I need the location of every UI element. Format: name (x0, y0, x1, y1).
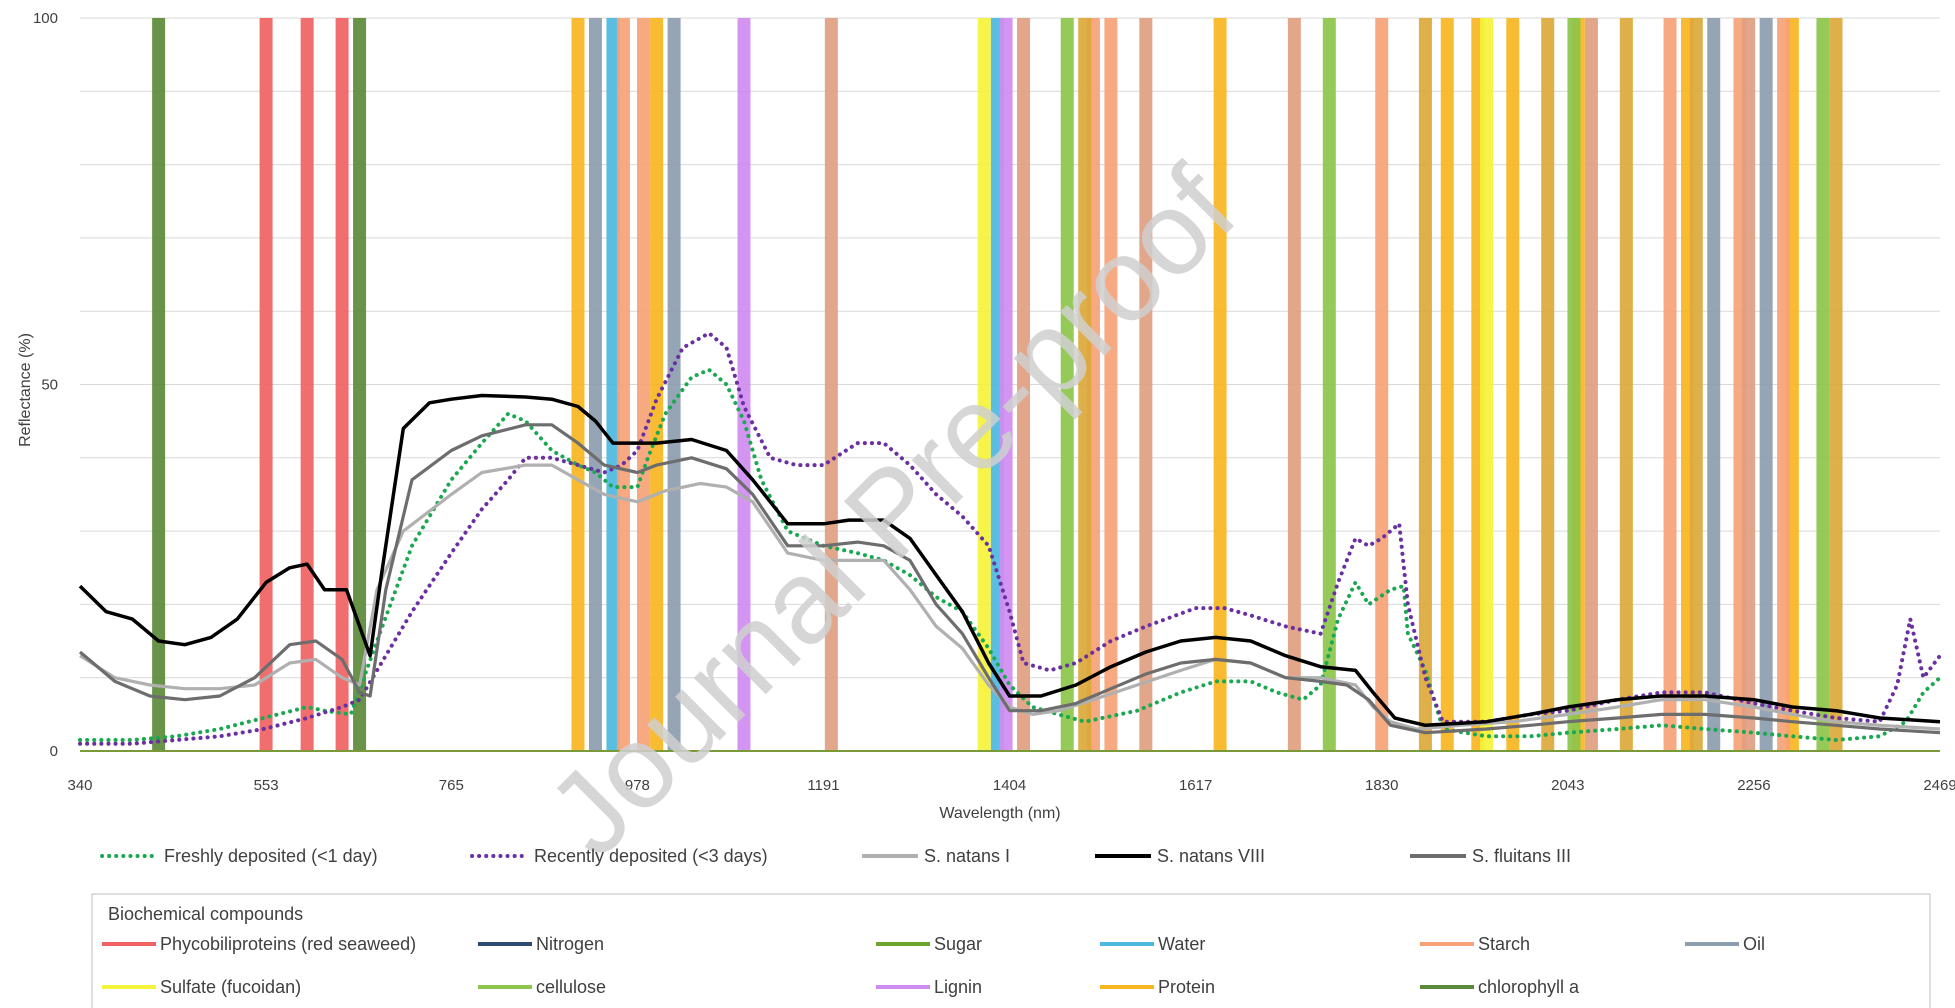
band-water (606, 18, 620, 751)
series-line-4 (78, 393, 1941, 728)
compound-label: cellulose (536, 977, 606, 997)
compounds-legend: Phycobiliproteins (red seaweed) Nitrogen S… (102, 934, 1765, 997)
band-sugar (1619, 18, 1633, 751)
band-lignin (999, 18, 1013, 751)
series-legend: Freshly deposited (<1 day) Recently depos… (100, 846, 1571, 866)
band-nitrogen (1139, 18, 1153, 751)
band-nitrogen (824, 18, 838, 751)
y-tick-labels: 0 50 100 (33, 10, 58, 760)
band-oil (1759, 18, 1773, 751)
x-tick-label: 1830 (1365, 777, 1398, 794)
band-nitrogen (1742, 18, 1756, 751)
series-lines (78, 331, 1942, 746)
x-tick-label: 2469 (1923, 777, 1955, 794)
compound-label: chlorophyll a (1478, 977, 1580, 997)
band-starch (637, 18, 651, 751)
compounds-legend-box (91, 893, 1931, 1008)
band-chlorophyll-a (353, 18, 367, 751)
band-protein (1506, 18, 1520, 751)
compound-label: Lignin (934, 977, 982, 997)
band-sulfate-fucoidan (1480, 18, 1494, 751)
band-sugar (1541, 18, 1555, 751)
band-starch (616, 18, 630, 751)
band-starch (1663, 18, 1677, 751)
band-oil (588, 18, 602, 751)
band-sugar (1078, 18, 1092, 751)
legend-label: Recently deposited (<3 days) (534, 846, 768, 866)
legend-label: S. fluitans III (1472, 846, 1571, 866)
band-phycobiliproteins-red-seaweed (335, 18, 349, 751)
y-tick-label: 50 (41, 377, 58, 394)
y-axis-title: Reflectance (%) (17, 333, 34, 447)
band-sugar (1418, 18, 1432, 751)
band-oil (667, 18, 681, 751)
x-tick-labels: 340 553 765 978 1191 1404 1617 1830 2043 2256 2469 (67, 777, 1955, 794)
band-chlorophyll-a (152, 18, 166, 751)
legend-label: Freshly deposited (<1 day) (164, 846, 378, 866)
band-protein (1440, 18, 1454, 751)
compound-label: Water (1158, 934, 1205, 954)
compound-label: Nitrogen (536, 934, 604, 954)
band-sugar (1689, 18, 1703, 751)
compound-label: Sulfate (fucoidan) (160, 977, 301, 997)
series-line-2 (78, 331, 1942, 746)
band-cellulose (1060, 18, 1074, 751)
compound-label: Oil (1743, 934, 1765, 954)
compound-label: Protein (1158, 977, 1215, 997)
band-protein (650, 18, 664, 751)
x-tick-label: 2043 (1551, 777, 1584, 794)
biochemical-bands (152, 18, 1843, 751)
band-cellulose (1567, 18, 1581, 751)
x-tick-label: 1404 (993, 777, 1026, 794)
compound-label: Starch (1478, 934, 1530, 954)
band-sugar (1829, 18, 1843, 751)
series-line-1 (78, 367, 1942, 742)
band-cellulose (1322, 18, 1336, 751)
band-protein (1213, 18, 1227, 751)
x-tick-label: 1191 (807, 777, 839, 794)
legend-label: S. natans I (924, 846, 1010, 866)
compound-label: Sugar (934, 934, 982, 954)
compound-label: Phycobiliproteins (red seaweed) (160, 934, 416, 954)
series-line-5 (78, 423, 1941, 735)
x-axis-title: Wavelength (nm) (939, 805, 1060, 822)
band-cellulose (1816, 18, 1830, 751)
x-tick-label: 553 (254, 777, 279, 794)
x-tick-label: 2256 (1737, 777, 1770, 794)
x-tick-label: 765 (439, 777, 464, 794)
x-tick-label: 978 (625, 777, 650, 794)
y-tick-label: 100 (33, 10, 58, 27)
x-tick-label: 1617 (1179, 777, 1212, 794)
band-phycobiliproteins-red-seaweed (259, 18, 273, 751)
band-protein (571, 18, 585, 751)
x-tick-label: 340 (67, 777, 92, 794)
band-starch (1777, 18, 1791, 751)
series-line-3 (79, 463, 1941, 731)
band-nitrogen (1584, 18, 1598, 751)
band-lignin (737, 18, 751, 751)
band-nitrogen (1287, 18, 1301, 751)
band-starch (1375, 18, 1389, 751)
band-starch (1104, 18, 1118, 751)
y-tick-label: 0 (50, 743, 58, 760)
band-oil (1707, 18, 1721, 751)
legend-label: S. natans VIII (1157, 846, 1265, 866)
band-nitrogen (1017, 18, 1031, 751)
band-sulfate-fucoidan (977, 18, 991, 751)
compounds-legend-title: Biochemical compounds (108, 904, 303, 924)
